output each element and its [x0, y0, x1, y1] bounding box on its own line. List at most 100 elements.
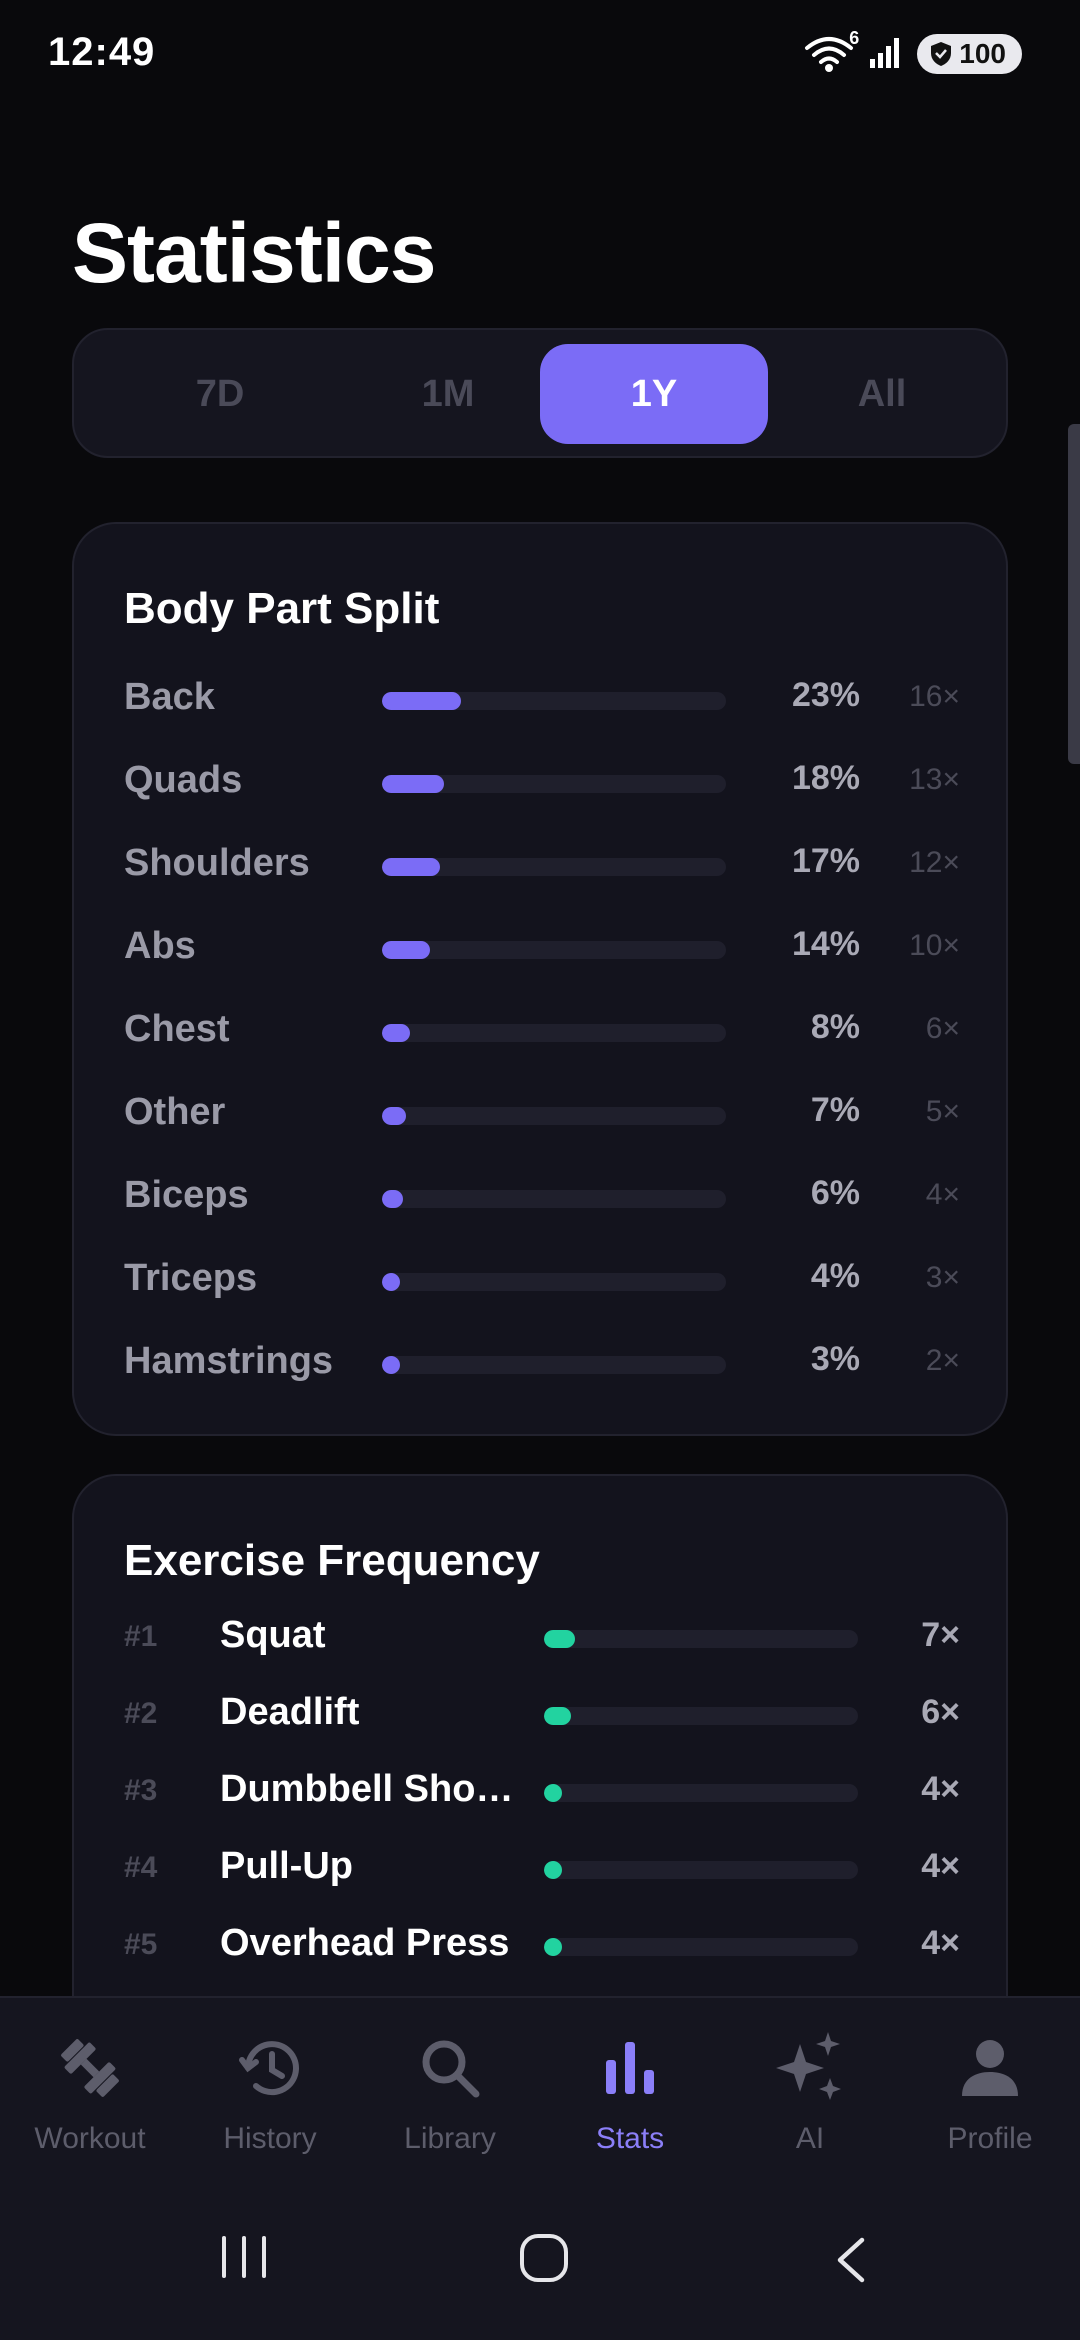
body-part-bar-fill	[382, 1107, 406, 1125]
person-icon	[950, 2028, 1030, 2108]
exercise-row[interactable]: #5 Overhead Press 4×	[74, 1914, 1010, 1974]
range-tab-all[interactable]: All	[857, 372, 907, 415]
body-part-label: Chest	[124, 1008, 230, 1050]
body-part-bar-fill	[382, 1024, 410, 1042]
body-part-row: Shoulders 17% 12×	[74, 834, 1010, 894]
exercise-row[interactable]: #1 Squat 7×	[74, 1606, 1010, 1666]
exercise-rank: #1	[124, 1620, 158, 1653]
exercise-bar-fill	[544, 1630, 575, 1648]
battery-indicator: 100	[917, 34, 1022, 74]
body-part-bar-fill	[382, 1190, 403, 1208]
exercise-name: Dumbbell Shou…	[220, 1768, 520, 1810]
bottom-navigation: Workout History Library St	[0, 1996, 1080, 2340]
body-part-label: Other	[124, 1091, 226, 1133]
nav-item-history[interactable]: History	[180, 2028, 360, 2178]
body-part-percent: 3%	[810, 1340, 860, 1378]
battery-level: 100	[959, 38, 1006, 69]
exercise-bar-track	[544, 1861, 858, 1879]
dumbbell-icon	[50, 2028, 130, 2108]
exercise-frequency-card: Exercise Frequency #1 Squat 7× #2 Deadlift 6×…	[72, 1474, 1008, 2074]
body-part-count: 6×	[925, 1012, 960, 1045]
card-title: Body Part Split	[124, 584, 440, 633]
body-part-row: Abs 14% 10×	[74, 917, 1010, 977]
range-tab-7d[interactable]: 7D	[195, 372, 245, 415]
exercise-rank: #2	[124, 1697, 158, 1730]
body-part-bar-fill	[382, 692, 461, 710]
exercise-rank: #4	[124, 1851, 158, 1884]
status-time: 12:49	[48, 30, 156, 74]
exercise-row[interactable]: #2 Deadlift 6×	[74, 1683, 1010, 1743]
body-part-bar-fill	[382, 941, 430, 959]
nav-item-library[interactable]: Library	[360, 2028, 540, 2178]
card-title: Exercise Frequency	[124, 1536, 540, 1585]
body-part-bar-fill	[382, 858, 440, 876]
body-part-row: Quads 18% 13×	[74, 751, 1010, 811]
nav-label: AI	[795, 2122, 825, 2155]
body-part-percent: 7%	[810, 1091, 860, 1129]
body-part-bar-fill	[382, 1356, 400, 1374]
body-part-row: Other 7% 5×	[74, 1083, 1010, 1143]
body-part-count: 10×	[909, 929, 960, 962]
exercise-bar-fill	[544, 1938, 562, 1956]
body-part-count: 3×	[925, 1261, 960, 1294]
body-part-bar-track	[382, 692, 726, 710]
bar-chart-icon	[590, 2028, 670, 2108]
nav-label: Library	[404, 2122, 496, 2155]
wifi-badge: 6	[849, 28, 860, 48]
exercise-count: 4×	[921, 1847, 960, 1885]
nav-label: Profile	[947, 2122, 1033, 2155]
exercise-rank: #3	[124, 1774, 158, 1807]
body-part-row: Back 23% 16×	[74, 668, 1010, 728]
body-part-bar-track	[382, 1024, 726, 1042]
recent-apps-button[interactable]	[218, 2234, 270, 2285]
exercise-name: Deadlift	[220, 1691, 360, 1733]
exercise-bar-fill	[544, 1784, 562, 1802]
home-button[interactable]	[518, 2232, 570, 2289]
nav-label: History	[223, 2122, 317, 2155]
exercise-name: Overhead Press	[220, 1922, 510, 1964]
nav-item-workout[interactable]: Workout	[0, 2028, 180, 2178]
body-part-bar-track	[382, 858, 726, 876]
body-part-label: Back	[124, 676, 215, 718]
body-part-bar-track	[382, 1273, 726, 1291]
body-part-bar-track	[382, 941, 726, 959]
exercise-count: 6×	[921, 1693, 960, 1731]
body-part-row: Biceps 6% 4×	[74, 1166, 1010, 1226]
body-part-label: Abs	[124, 925, 196, 967]
body-part-bar-fill	[382, 1273, 400, 1291]
body-part-label: Biceps	[124, 1174, 249, 1216]
body-part-percent: 18%	[791, 759, 860, 797]
search-icon	[410, 2028, 490, 2108]
body-part-split-card: Body Part Split Back 23% 16× Quads 18% 13× Sho…	[72, 522, 1008, 1436]
body-part-count: 16×	[909, 680, 960, 713]
scrollbar-thumb[interactable]	[1068, 424, 1080, 764]
range-tab-1m[interactable]: 1M	[421, 372, 475, 415]
nav-item-ai[interactable]: AI	[720, 2028, 900, 2178]
nav-label: Workout	[34, 2122, 146, 2155]
nav-item-profile[interactable]: Profile	[900, 2028, 1080, 2178]
body-part-bar-track	[382, 1190, 726, 1208]
body-part-count: 12×	[909, 846, 960, 879]
exercise-bar-track	[544, 1707, 858, 1725]
back-button[interactable]	[830, 2236, 870, 2289]
body-part-row: Triceps 4% 3×	[74, 1249, 1010, 1309]
nav-item-stats[interactable]: Stats	[540, 2028, 720, 2178]
body-part-label: Hamstrings	[124, 1340, 334, 1382]
status-bar: 12:49 6 100	[0, 0, 1080, 110]
history-icon	[230, 2028, 310, 2108]
exercise-row[interactable]: #3 Dumbbell Shou… 4×	[74, 1760, 1010, 1820]
exercise-rank: #5	[124, 1928, 158, 1961]
sparkles-icon	[770, 2028, 850, 2108]
body-part-label: Shoulders	[124, 842, 310, 884]
body-part-bar-track	[382, 1107, 726, 1125]
body-part-row: Hamstrings 3% 2×	[74, 1332, 1010, 1392]
body-part-label: Triceps	[124, 1257, 258, 1299]
body-part-label: Quads	[124, 759, 243, 801]
body-part-count: 13×	[909, 763, 960, 796]
exercise-name: Squat	[220, 1614, 326, 1656]
body-part-count: 2×	[925, 1344, 960, 1377]
exercise-row[interactable]: #4 Pull-Up 4×	[74, 1837, 1010, 1897]
body-part-percent: 14%	[791, 925, 860, 963]
range-tab-1y[interactable]: 1Y	[540, 344, 768, 444]
exercise-bar-track	[544, 1630, 858, 1648]
